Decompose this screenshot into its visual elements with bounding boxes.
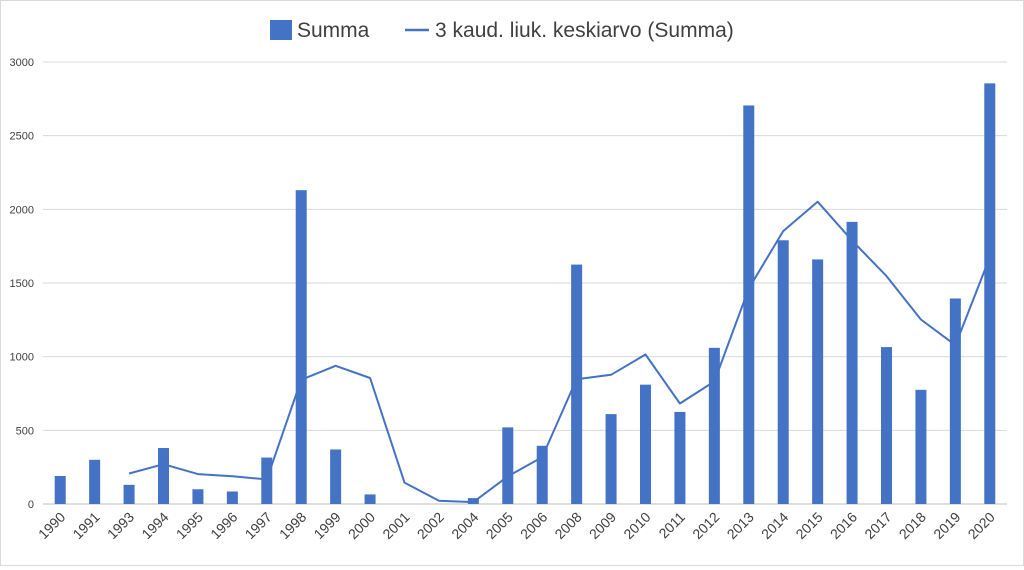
bar	[123, 484, 135, 504]
bar	[158, 448, 169, 504]
x-tick-label: 2006	[517, 509, 550, 542]
x-tick-label: 1996	[207, 509, 240, 542]
bar	[226, 491, 238, 504]
bar	[846, 221, 858, 504]
x-tick-label: 1997	[242, 509, 275, 542]
bar	[536, 445, 548, 504]
gridlines	[43, 61, 1007, 505]
x-tick-label: 2009	[586, 509, 619, 542]
y-tick-label: 500	[16, 425, 34, 437]
x-tick-label: 1995	[173, 509, 206, 542]
bar	[89, 459, 101, 504]
x-tick-label: 2004	[448, 509, 481, 542]
moving-average-series	[128, 200, 991, 504]
bar	[708, 347, 720, 504]
x-tick-label: 2011	[655, 509, 688, 542]
bar	[812, 259, 824, 504]
bar	[674, 411, 686, 504]
y-tick-label: 2000	[10, 204, 34, 216]
y-axis: 0 500 1000 1500 2000 2500 3000	[10, 57, 34, 511]
bar	[364, 494, 376, 504]
x-tick-label: 1993	[104, 509, 137, 542]
x-tick-label: 2016	[827, 509, 860, 542]
bar	[915, 389, 927, 504]
x-tick-label: 2008	[551, 509, 584, 542]
bar-series	[54, 83, 996, 505]
x-tick-label: 2017	[861, 509, 894, 542]
legend-label-bar: Summa	[297, 19, 370, 42]
y-tick-label: 3000	[10, 57, 34, 69]
x-tick-label: 1994	[138, 509, 171, 542]
x-tick-label: 1990	[35, 509, 68, 542]
bar	[571, 264, 583, 504]
x-tick-label: 1991	[69, 509, 102, 542]
x-tick-label: 1998	[276, 509, 309, 542]
x-tick-label: 1999	[310, 509, 343, 542]
bar	[949, 298, 961, 504]
x-tick-label: 2018	[896, 509, 929, 542]
bar	[502, 427, 514, 504]
bar	[777, 240, 789, 505]
bar	[54, 476, 66, 504]
x-tick-label: 2019	[930, 509, 963, 542]
x-tick-label: 2020	[965, 509, 998, 542]
bar	[743, 105, 755, 505]
bar	[605, 414, 617, 504]
x-tick-label: 2013	[724, 509, 757, 542]
x-tick-label: 2005	[483, 509, 516, 542]
x-tick-label: 2001	[379, 509, 412, 542]
x-axis: 1990 1991 1993 1994 1995 1996 1997 1998 1999 2000…	[35, 509, 998, 542]
bar	[640, 384, 651, 504]
x-tick-label: 2000	[345, 509, 378, 542]
legend: Summa 3 kaud. liuk. keskiarvo (Summa)	[270, 19, 734, 42]
bar	[984, 83, 996, 504]
x-tick-label: 2002	[414, 509, 447, 542]
x-tick-label: 2015	[792, 509, 825, 542]
y-tick-label: 1500	[10, 278, 34, 290]
legend-label-line: 3 kaud. liuk. keskiarvo (Summa)	[435, 19, 734, 42]
bar	[192, 489, 204, 504]
bar	[881, 347, 892, 504]
bar	[261, 457, 273, 504]
x-tick-label: 2012	[689, 509, 722, 542]
x-tick-label: 2014	[758, 509, 791, 542]
y-tick-label: 0	[28, 499, 34, 511]
legend-swatch-bar	[270, 20, 292, 40]
y-tick-label: 1000	[10, 352, 34, 364]
line-path	[128, 200, 991, 504]
x-tick-label: 2010	[620, 509, 653, 542]
y-tick-label: 2500	[10, 131, 34, 143]
bar	[295, 190, 307, 504]
bar	[330, 449, 342, 504]
